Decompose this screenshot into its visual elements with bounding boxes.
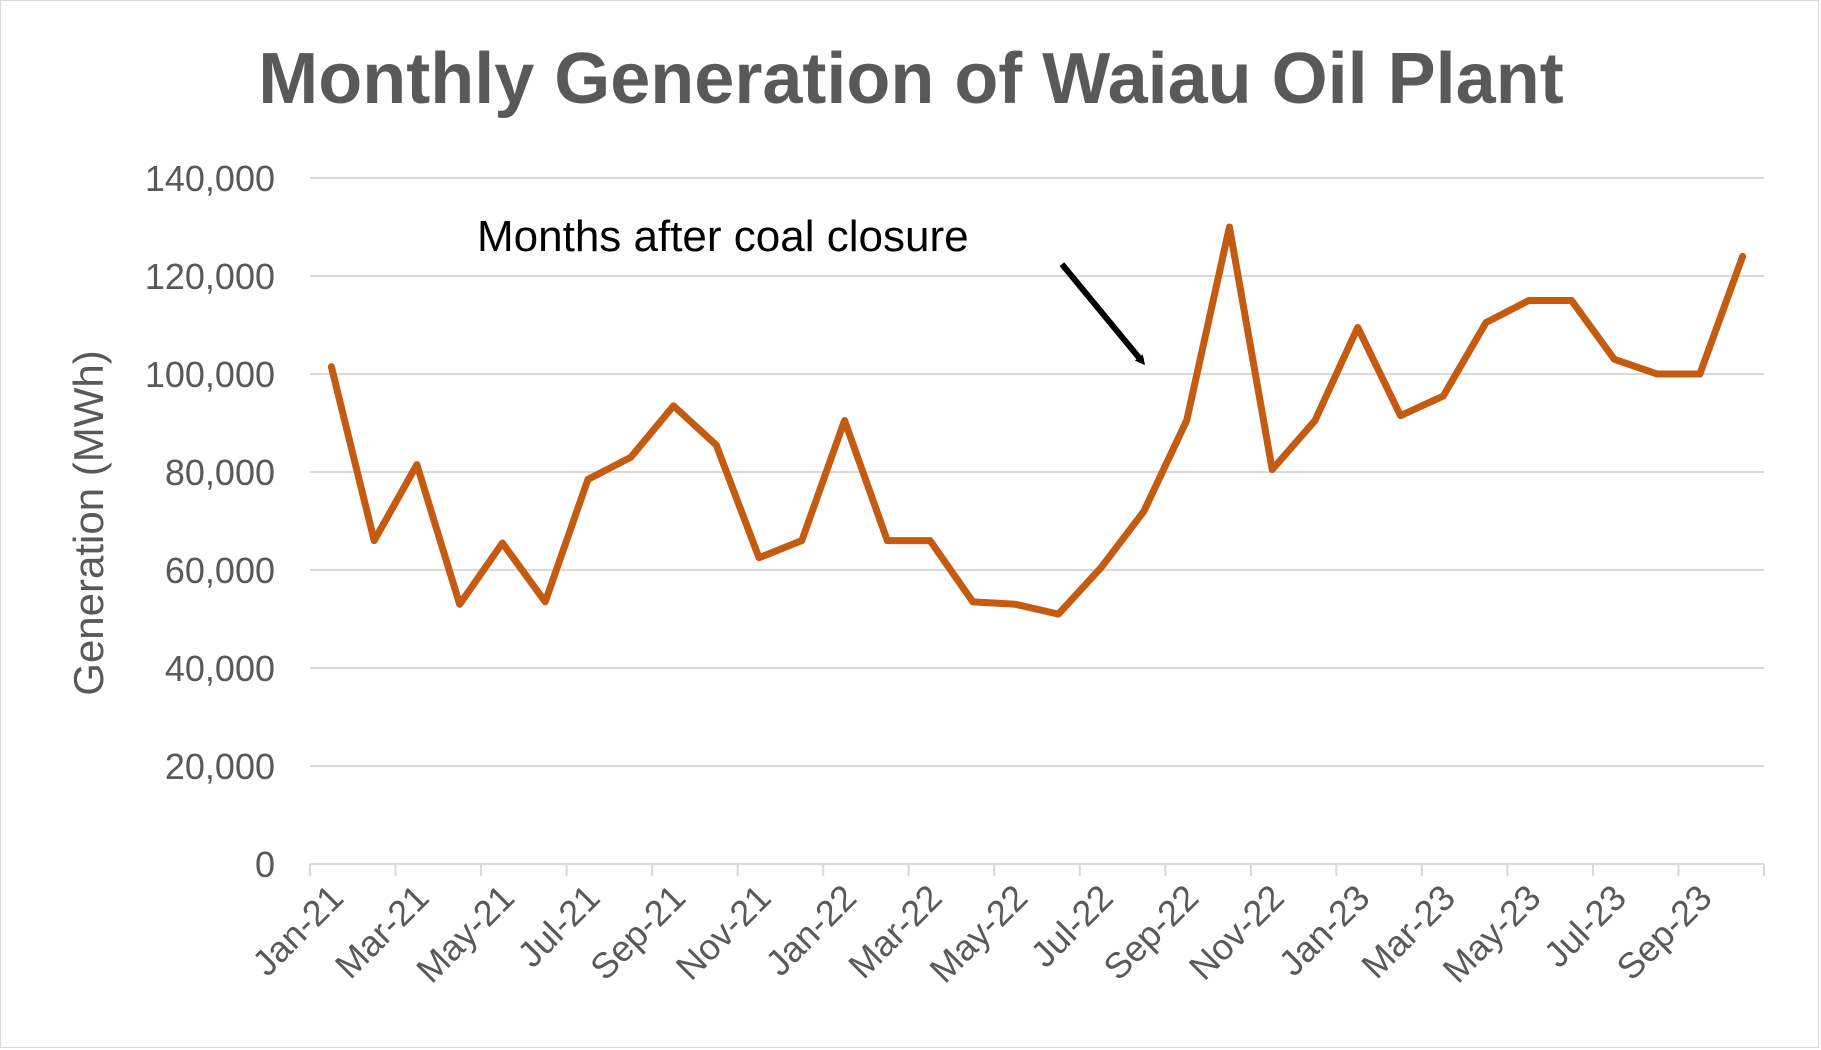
x-tick-label: May-23 — [1435, 877, 1549, 991]
x-tick-label: Sep-21 — [582, 877, 693, 988]
y-tick-label: 80,000 — [165, 452, 275, 493]
x-tick-label: May-22 — [921, 877, 1035, 991]
y-tick-label: 120,000 — [145, 256, 275, 297]
y-tick-label: 0 — [255, 844, 275, 885]
x-tick-label: Sep-23 — [1608, 877, 1719, 988]
y-axis-tick-labels: 0 20,000 40,000 60,000 80,000 100,000 120,000 1… — [145, 158, 275, 885]
x-tick-label: Nov-21 — [668, 877, 779, 988]
x-tick-label: Sep-22 — [1095, 877, 1206, 988]
series-line — [327, 223, 1747, 618]
annotation-text: Months after coal closure — [477, 212, 969, 261]
grid-lines — [310, 177, 1764, 767]
x-tick-label: May-21 — [408, 877, 522, 991]
x-tick-label: Jan-21 — [244, 877, 351, 984]
chart-title: Monthly Generation of Waiau Oil Plant — [258, 39, 1563, 119]
y-tick-label: 40,000 — [165, 648, 275, 689]
x-axis-tick-labels: Jan-21Mar-21May-21Jul-21Sep-21Nov-21Jan-… — [244, 877, 1719, 991]
y-axis-label: Generation (MWh) — [65, 350, 112, 695]
y-tick-label: 60,000 — [165, 550, 275, 591]
x-tick-label: Nov-22 — [1181, 877, 1292, 988]
annotation-arrow — [1059, 262, 1146, 366]
y-tick-label: 20,000 — [165, 746, 275, 787]
y-tick-label: 140,000 — [145, 158, 275, 199]
annotation: Months after coal closure — [477, 212, 1146, 366]
y-tick-label: 100,000 — [145, 354, 275, 395]
x-tick-label: Jan-22 — [757, 877, 864, 984]
x-axis — [309, 863, 1765, 876]
x-tick-label: Jan-23 — [1271, 877, 1378, 984]
series-generation — [327, 223, 1747, 618]
